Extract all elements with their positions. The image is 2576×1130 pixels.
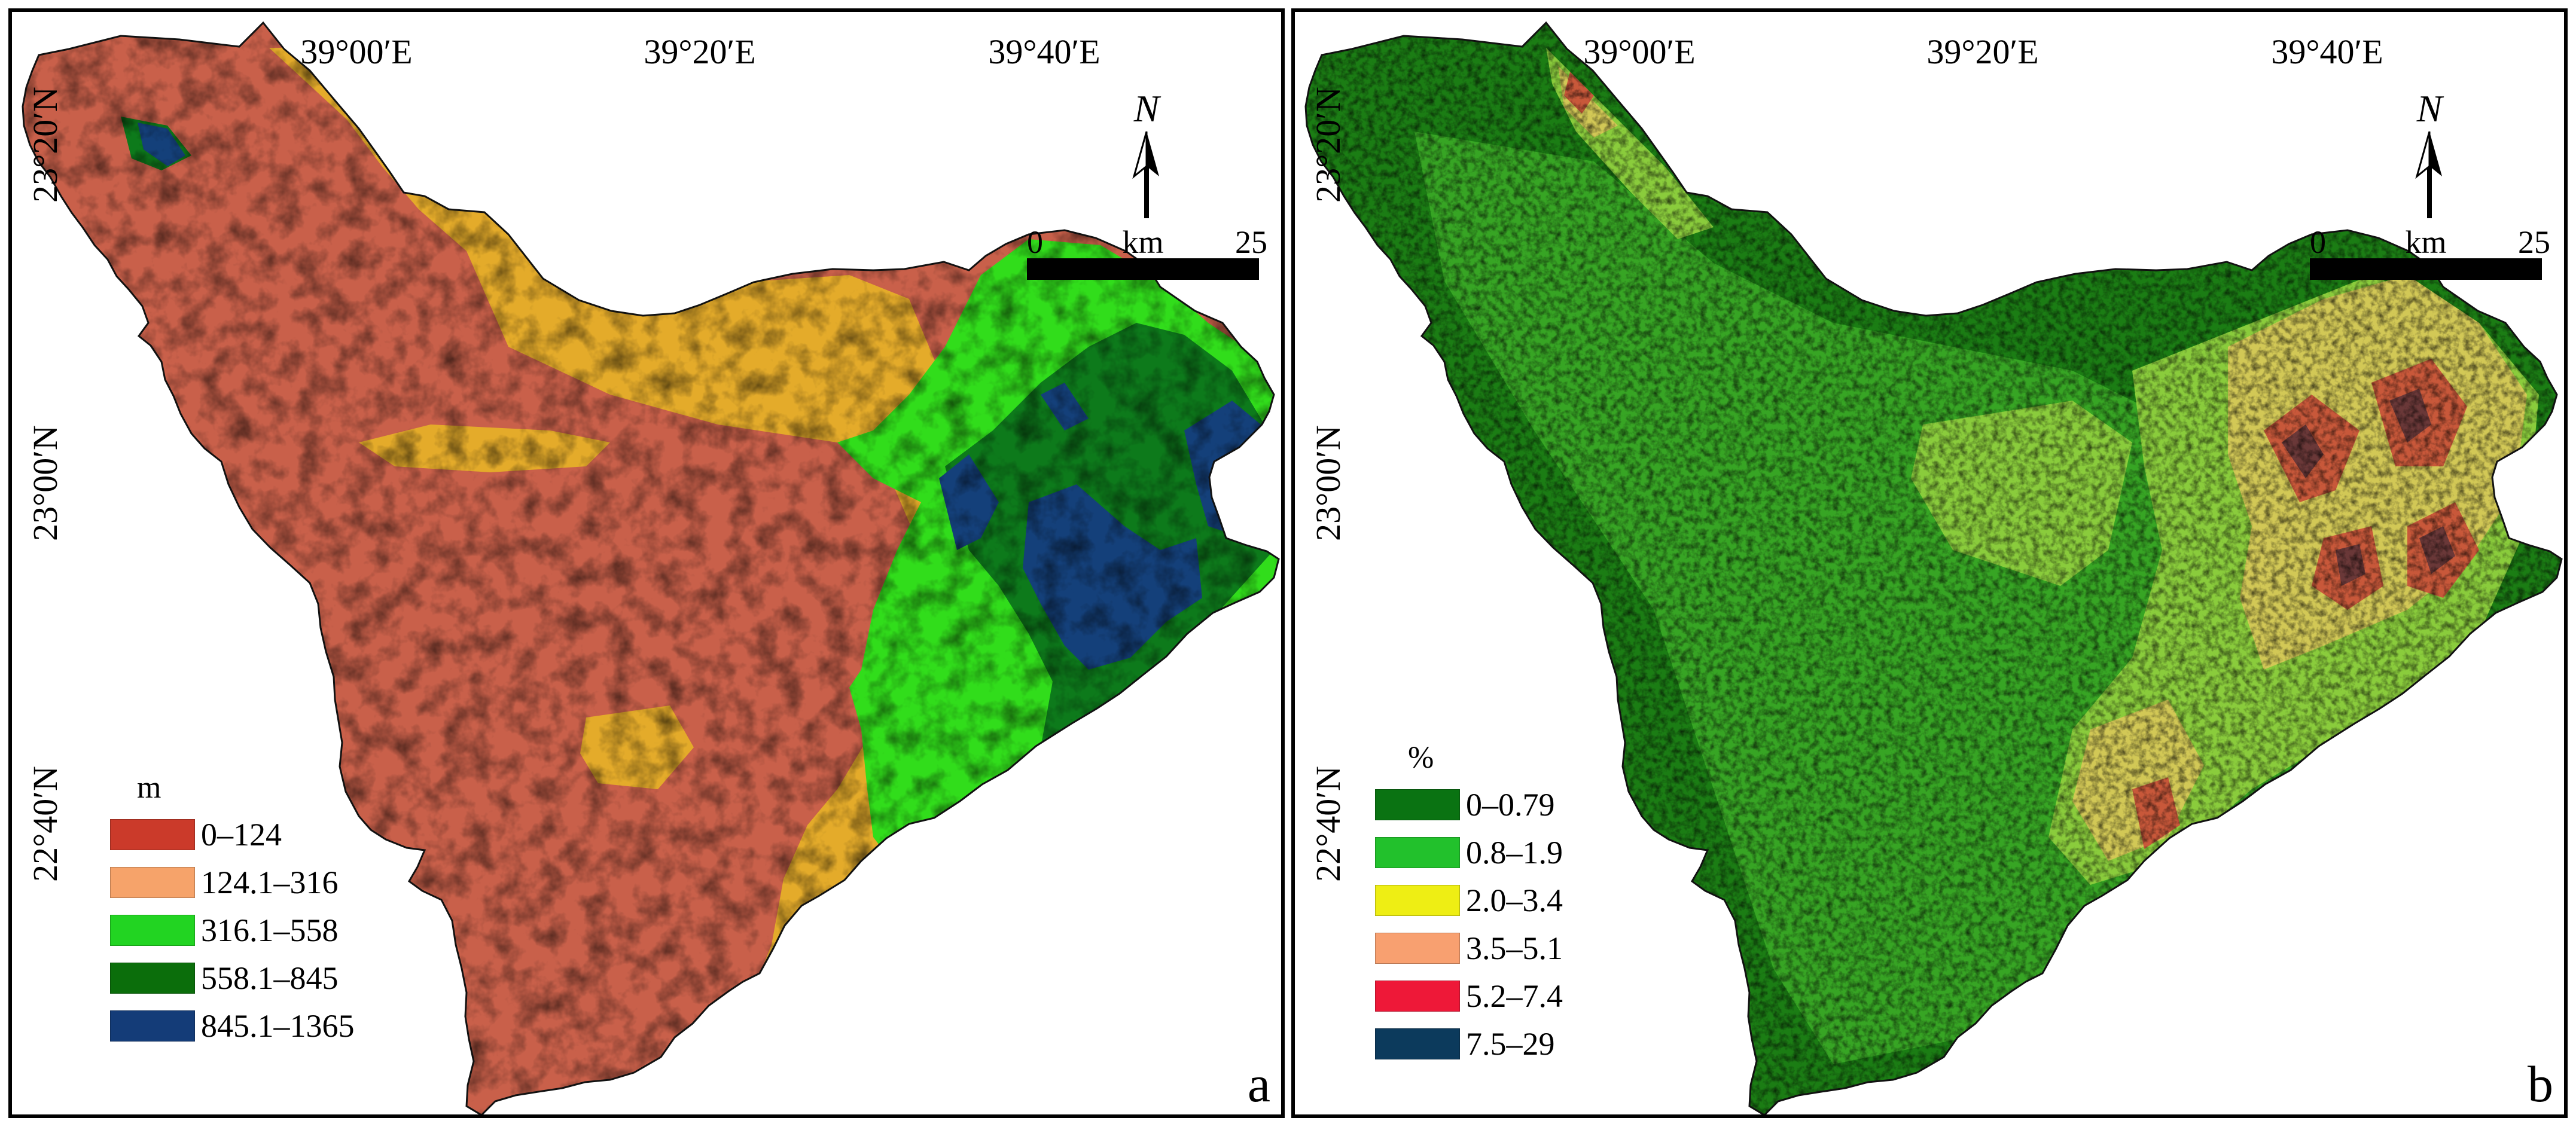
legend-swatch — [1375, 981, 1460, 1012]
legend-item: 5.2–7.4 — [1375, 972, 1563, 1020]
legend-label: 558.1–845 — [201, 960, 339, 996]
legend-label: 3.5–5.1 — [1466, 930, 1563, 966]
legend-swatch — [1375, 837, 1460, 868]
axis-label-top-2: 39°20′E — [1926, 32, 2039, 71]
legend-swatch — [110, 819, 195, 850]
axis-label-left-1: 23°20′N — [1309, 87, 1348, 203]
panel-label-b: b — [2528, 1055, 2553, 1113]
legend-swatch — [110, 963, 195, 994]
elevation-map — [22, 22, 1280, 1114]
slope-map-panel: 39°00′E 39°20′E 39°40′E 23°20′N 23°00′N … — [1291, 8, 2568, 1118]
elevation-map-panel: 39°00′E 39°20′E 39°40′E 23°20′N 23°00′N … — [8, 8, 1285, 1118]
legend-item: 316.1–558 — [110, 906, 355, 954]
legend-label: 0–0.79 — [1466, 787, 1555, 823]
axis-label-left-2: 23°00′N — [26, 425, 65, 541]
elevation-legend: m 0–124 124.1–316 316.1–558 558.1–845 84… — [110, 772, 355, 1050]
legend-swatch — [1375, 885, 1460, 916]
legend-item: 0.8–1.9 — [1375, 829, 1563, 876]
axis-label-top-2: 39°20′E — [644, 32, 756, 71]
axis-label-left-1: 23°20′N — [26, 87, 65, 203]
slope-map — [1304, 22, 2563, 1114]
legend-swatch — [110, 915, 195, 946]
legend-item: 7.5–29 — [1375, 1020, 1563, 1068]
legend-unit: m — [137, 771, 161, 805]
north-arrow-icon — [2415, 131, 2442, 218]
scale-bar-bar — [1027, 258, 1259, 280]
north-arrow: N — [2409, 90, 2450, 221]
legend-item: 558.1–845 — [110, 954, 355, 1002]
legend-swatch — [1375, 933, 1460, 964]
legend-label: 845.1–1365 — [201, 1008, 355, 1044]
legend-item: 0–124 — [110, 811, 355, 859]
north-arrow-icon — [1132, 131, 1159, 218]
legend-label: 0–124 — [201, 817, 282, 853]
legend-label: 124.1–316 — [201, 865, 339, 900]
scale-bar-end: 25 — [2518, 224, 2550, 260]
legend-swatch — [110, 867, 195, 898]
scale-bar-unit: km — [1122, 224, 1164, 260]
scale-bar-unit: km — [2405, 224, 2447, 260]
axis-label-left-3: 22°40′N — [26, 766, 65, 882]
north-letter: N — [1133, 87, 1160, 130]
north-letter: N — [2416, 87, 2443, 130]
legend-label: 7.5–29 — [1466, 1026, 1555, 1062]
scale-bar: 0 km 25 — [1027, 224, 1267, 280]
legend-item: 3.5–5.1 — [1375, 924, 1563, 972]
north-arrow: N — [1126, 90, 1167, 221]
legend-unit: % — [1408, 741, 1434, 775]
legend-swatch — [1375, 789, 1460, 820]
axis-label-top-3: 39°40′E — [988, 32, 1100, 71]
axis-label-top-3: 39°40′E — [2271, 32, 2383, 71]
legend-swatch — [110, 1010, 195, 1042]
axis-label-top-1: 39°00′E — [300, 32, 413, 71]
panel-label-a: a — [1247, 1055, 1270, 1113]
scale-bar-end: 25 — [1235, 224, 1267, 260]
legend-swatch — [1375, 1028, 1460, 1059]
legend-item: 2.0–3.4 — [1375, 876, 1563, 924]
legend-item: 0–0.79 — [1375, 781, 1563, 829]
scale-bar-start: 0 — [1027, 224, 1043, 260]
legend-label: 5.2–7.4 — [1466, 978, 1563, 1014]
legend-label: 0.8–1.9 — [1466, 835, 1563, 871]
legend-item: 124.1–316 — [110, 859, 355, 906]
scale-bar-bar — [2310, 258, 2542, 280]
axis-label-top-1: 39°00′E — [1583, 32, 1696, 71]
scale-bar-start: 0 — [2310, 224, 2326, 260]
slope-legend: % 0–0.79 0.8–1.9 2.0–3.4 3.5–5.1 5.2–7.4… — [1375, 743, 1563, 1068]
legend-label: 2.0–3.4 — [1466, 882, 1563, 918]
axis-label-left-3: 22°40′N — [1309, 766, 1348, 882]
axis-label-left-2: 23°00′N — [1309, 425, 1348, 541]
scale-bar: 0 km 25 — [2310, 224, 2550, 280]
legend-item: 845.1–1365 — [110, 1002, 355, 1050]
legend-label: 316.1–558 — [201, 912, 339, 948]
